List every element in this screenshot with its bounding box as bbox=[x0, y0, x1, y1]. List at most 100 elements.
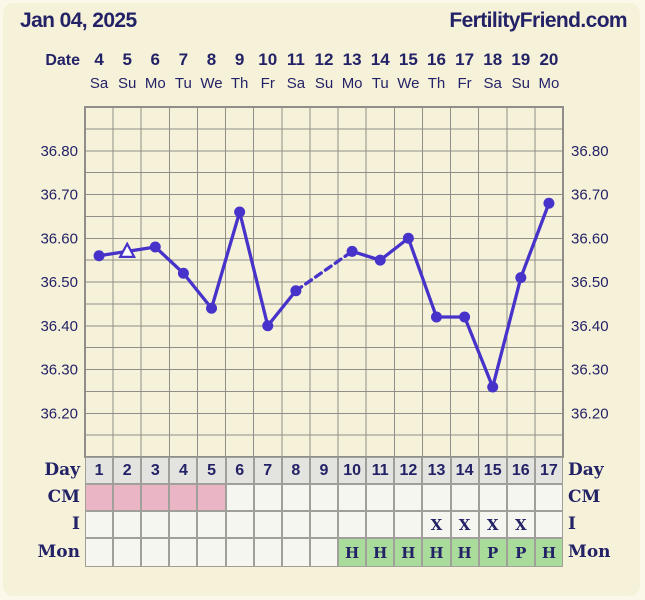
intercourse-cell[interactable] bbox=[225, 511, 254, 538]
temperature-point[interactable] bbox=[487, 381, 499, 393]
temperature-point[interactable] bbox=[459, 311, 471, 323]
cm-cell[interactable] bbox=[366, 484, 395, 511]
day-cell[interactable]: 7 bbox=[253, 457, 282, 484]
y-axis-tick-right: 36.60 bbox=[571, 230, 609, 247]
weekday-label: Sa bbox=[286, 74, 306, 92]
day-cell[interactable]: 10 bbox=[338, 457, 367, 484]
cm-cell[interactable] bbox=[169, 484, 198, 511]
cm-cell[interactable] bbox=[422, 484, 451, 511]
cm-cell[interactable] bbox=[534, 484, 563, 511]
intercourse-cell[interactable] bbox=[253, 511, 282, 538]
intercourse-cell[interactable] bbox=[338, 511, 367, 538]
cm-row-label-right: CM bbox=[568, 487, 601, 507]
temperature-point[interactable] bbox=[430, 311, 442, 323]
intercourse-cell[interactable] bbox=[366, 511, 395, 538]
monitor-cell[interactable] bbox=[85, 538, 114, 567]
day-cell[interactable]: 2 bbox=[113, 457, 142, 484]
intercourse-cell[interactable] bbox=[85, 511, 114, 538]
monitor-cell[interactable]: H bbox=[534, 538, 563, 567]
monitor-cell[interactable] bbox=[113, 538, 142, 567]
monitor-cell[interactable] bbox=[309, 538, 339, 567]
temperature-point-adjusted-triangle[interactable] bbox=[118, 241, 137, 258]
intercourse-cell[interactable] bbox=[309, 511, 339, 538]
cm-cell[interactable] bbox=[225, 484, 254, 511]
temperature-point[interactable] bbox=[93, 250, 105, 262]
cervical-mucus-row bbox=[85, 484, 563, 511]
day-cell[interactable]: 11 bbox=[366, 457, 395, 484]
cm-cell[interactable] bbox=[113, 484, 142, 511]
cm-cell[interactable] bbox=[338, 484, 367, 511]
day-cell[interactable]: 4 bbox=[169, 457, 198, 484]
monitor-cell[interactable]: P bbox=[478, 538, 507, 567]
temperature-point[interactable] bbox=[290, 285, 302, 297]
temperature-line-missing-dashed bbox=[294, 249, 354, 293]
intercourse-cell[interactable]: X bbox=[450, 511, 479, 538]
monitor-cell[interactable]: H bbox=[366, 538, 395, 567]
intercourse-cell[interactable] bbox=[113, 511, 142, 538]
day-cell[interactable]: 12 bbox=[394, 457, 423, 484]
monitor-cell[interactable] bbox=[169, 538, 198, 567]
cm-cell[interactable] bbox=[253, 484, 282, 511]
cm-cell[interactable] bbox=[478, 484, 507, 511]
day-cell[interactable]: 16 bbox=[506, 457, 535, 484]
day-cell[interactable]: 5 bbox=[197, 457, 226, 484]
monitor-cell[interactable] bbox=[253, 538, 282, 567]
intercourse-cell[interactable]: X bbox=[506, 511, 535, 538]
monitor-cell[interactable]: P bbox=[506, 538, 535, 567]
temperature-point[interactable] bbox=[374, 254, 386, 266]
intercourse-cell[interactable] bbox=[534, 511, 563, 538]
weekday-label: Th bbox=[427, 74, 446, 92]
day-cell[interactable]: 3 bbox=[141, 457, 170, 484]
day-cell[interactable]: 13 bbox=[422, 457, 451, 484]
intercourse-cell[interactable]: X bbox=[422, 511, 451, 538]
temperature-point[interactable] bbox=[149, 241, 161, 253]
intercourse-cell[interactable] bbox=[141, 511, 170, 538]
monitor-cell[interactable]: H bbox=[338, 538, 367, 567]
temperature-point[interactable] bbox=[206, 302, 218, 314]
temperature-point[interactable] bbox=[262, 320, 274, 332]
monitor-cell[interactable] bbox=[141, 538, 170, 567]
i-row-label-left: I bbox=[72, 514, 80, 534]
day-cell[interactable]: 15 bbox=[478, 457, 507, 484]
y-axis-tick-left: 36.20 bbox=[40, 405, 78, 422]
monitor-cell[interactable]: H bbox=[450, 538, 479, 567]
monitor-cell[interactable]: H bbox=[394, 538, 423, 567]
brand-link[interactable]: FertilityFriend.com bbox=[449, 9, 627, 32]
cm-cell[interactable] bbox=[394, 484, 423, 511]
day-row-label-right: Day bbox=[568, 460, 604, 480]
day-cell[interactable]: 8 bbox=[281, 457, 310, 484]
cm-cell[interactable] bbox=[85, 484, 114, 511]
monitor-cell[interactable]: H bbox=[422, 538, 451, 567]
weekday-label: Su bbox=[117, 74, 137, 92]
temperature-point[interactable] bbox=[515, 272, 527, 284]
intercourse-cell[interactable] bbox=[169, 511, 198, 538]
cm-cell[interactable] bbox=[506, 484, 535, 511]
temperature-point[interactable] bbox=[234, 206, 246, 218]
intercourse-cell[interactable] bbox=[281, 511, 310, 538]
monitor-cell[interactable] bbox=[281, 538, 310, 567]
temperature-point[interactable] bbox=[346, 245, 358, 257]
cm-cell[interactable] bbox=[309, 484, 339, 511]
y-axis-tick-right: 36.30 bbox=[571, 362, 609, 379]
temperature-point[interactable] bbox=[543, 197, 555, 209]
day-cell[interactable]: 9 bbox=[309, 457, 339, 484]
monitor-cell[interactable] bbox=[197, 538, 226, 567]
temperature-point[interactable] bbox=[402, 232, 414, 244]
day-cell[interactable]: 17 bbox=[534, 457, 563, 484]
intercourse-cell[interactable]: X bbox=[478, 511, 507, 538]
day-cell[interactable]: 6 bbox=[225, 457, 254, 484]
cm-cell[interactable] bbox=[281, 484, 310, 511]
cm-cell[interactable] bbox=[141, 484, 170, 511]
cm-cell[interactable] bbox=[450, 484, 479, 511]
temperature-point[interactable] bbox=[177, 267, 189, 279]
cm-cell[interactable] bbox=[197, 484, 226, 511]
y-axis-tick-right: 36.80 bbox=[571, 143, 609, 160]
date-number: 10 bbox=[258, 50, 278, 69]
intercourse-cell[interactable] bbox=[394, 511, 423, 538]
intercourse-cell[interactable] bbox=[197, 511, 226, 538]
day-cell[interactable]: 1 bbox=[85, 457, 114, 484]
day-cell[interactable]: 14 bbox=[450, 457, 479, 484]
monitor-cell[interactable] bbox=[225, 538, 254, 567]
